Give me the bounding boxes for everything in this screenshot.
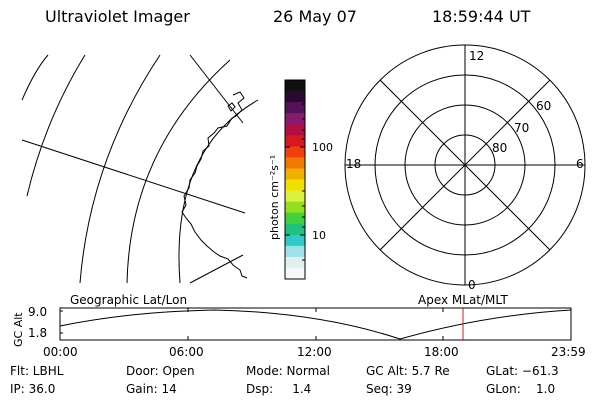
colorbar-segment	[285, 135, 305, 147]
x-tick-1200: 12:00	[297, 345, 332, 359]
colorbar-segment	[285, 234, 305, 247]
mlt-label-12: 12	[469, 49, 484, 63]
geographic-label: Geographic Lat/Lon	[70, 293, 188, 307]
lat-arc-3	[79, 54, 161, 284]
colorbar-segment	[285, 102, 305, 114]
info-door: Door: Open	[126, 364, 195, 378]
y-tick-label-9: 9.0	[28, 305, 48, 319]
info-seq: Seq: 39	[366, 382, 412, 396]
info-ip: IP: 36.0	[10, 382, 56, 396]
colorbar-segment	[285, 113, 305, 125]
lat-arc-2	[26, 54, 86, 197]
colorbar-ticks	[285, 103, 305, 261]
timeline-x-ticks	[187, 308, 444, 340]
x-tick-1800: 18:00	[424, 345, 459, 359]
lat-arc-4	[126, 59, 231, 284]
info-mode: Mode: Normal	[246, 364, 330, 378]
timeline-frame	[59, 307, 572, 341]
coastline-island	[227, 102, 236, 112]
y-tick-label-1.8: 1.8	[28, 326, 48, 340]
meridian-1	[21, 139, 246, 214]
colorbar-frame	[284, 79, 306, 280]
mlt-label-18: 18	[346, 157, 361, 171]
info-gc-alt: GC Alt: 5.7 Re	[366, 364, 450, 378]
info-glat: GLat: −61.3	[486, 364, 559, 378]
lat-label-80: 80	[492, 141, 507, 155]
x-tick-2359: 23:59	[551, 345, 586, 359]
colorbar-segment	[285, 201, 305, 214]
colorbar-segment	[285, 267, 305, 280]
meridian-3	[189, 254, 244, 284]
colorbar-segment	[285, 146, 305, 158]
info-gain: Gain: 14	[126, 382, 177, 396]
colorbar-segment	[285, 91, 305, 103]
colorbar-segment	[285, 245, 305, 258]
geographic-map	[21, 54, 259, 284]
timeline-y-axis-label: GC Alt	[12, 312, 25, 347]
header-time: 18:59:44 UT	[432, 7, 531, 26]
colorbar-segment	[285, 157, 305, 170]
colorbar-segment	[285, 212, 305, 225]
colorbar-tick-10: 10	[312, 229, 326, 242]
colorbar-segment	[285, 80, 305, 92]
coastline	[181, 91, 248, 279]
colorbar-segment	[285, 223, 305, 236]
x-tick-0000: 00:00	[43, 345, 78, 359]
colorbar-segment	[285, 190, 305, 203]
lat-label-70: 70	[514, 121, 529, 135]
info-flt: Flt: LBHL	[10, 364, 64, 378]
colorbar-segment	[285, 168, 305, 181]
altitude-curve	[59, 309, 572, 340]
colorbar-segment	[285, 256, 305, 269]
lat-arc-1	[21, 54, 49, 101]
lat-label-60: 60	[536, 99, 551, 113]
colorbar-unit-label: photon cm⁻²s⁻¹	[268, 155, 281, 240]
colorbar-segment	[285, 124, 305, 136]
colorbar-tick-100: 100	[312, 141, 333, 154]
apex-label: Apex MLat/MLT	[418, 293, 508, 307]
info-dsp: Dsp: 1.4	[246, 382, 312, 396]
polar-plot	[344, 44, 586, 286]
header-date: 26 May 07	[273, 7, 357, 26]
polar-diagonal-2	[379, 79, 551, 251]
x-tick-0600: 06:00	[169, 345, 204, 359]
meridian-2	[189, 54, 244, 124]
app-title: Ultraviolet Imager	[45, 7, 190, 26]
mlt-label-6: 6	[576, 157, 584, 171]
info-glon: GLon: 1.0	[486, 382, 556, 396]
mlt-label-0: 0	[468, 278, 476, 292]
colorbar-segment	[285, 179, 305, 192]
colorbar	[285, 80, 305, 280]
